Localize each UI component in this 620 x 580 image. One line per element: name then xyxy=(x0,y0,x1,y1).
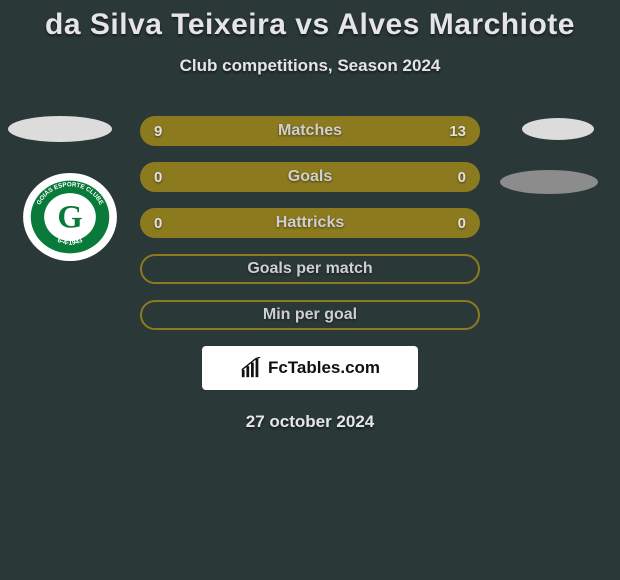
stat-bar: 0 Goals 0 xyxy=(140,162,480,192)
stat-bars: 9 Matches 13 0 Goals 0 0 Hattricks 0 Goals per ma… xyxy=(140,116,480,346)
stat-label: Matches xyxy=(278,122,342,140)
club-badge-letter: G xyxy=(57,200,82,236)
player-right-placeholder-2 xyxy=(500,170,598,194)
page-title: da Silva Teixeira vs Alves Marchiote xyxy=(0,0,620,42)
club-badge-goias: G GOIÁS ESPORTE CLUBE 6-4-1943 xyxy=(22,172,118,262)
player-right-placeholder-1 xyxy=(522,118,594,140)
stat-label: Hattricks xyxy=(276,214,344,232)
stat-bar: Goals per match xyxy=(140,254,480,284)
branding-badge: FcTables.com xyxy=(202,346,418,390)
stat-bar: 0 Hattricks 0 xyxy=(140,208,480,238)
stat-value-left: 0 xyxy=(154,215,162,232)
page-subtitle: Club competitions, Season 2024 xyxy=(0,56,620,76)
stat-value-left: 9 xyxy=(154,123,162,140)
player-left-placeholder xyxy=(8,116,112,142)
chart-icon xyxy=(240,357,262,379)
stat-bar: Min per goal xyxy=(140,300,480,330)
stat-label: Goals per match xyxy=(247,260,372,278)
stat-value-right: 13 xyxy=(449,123,466,140)
branding-text: FcTables.com xyxy=(268,358,380,378)
stat-label: Goals xyxy=(288,168,332,186)
stat-value-right: 0 xyxy=(458,215,466,232)
stat-value-right: 0 xyxy=(458,169,466,186)
snapshot-date: 27 october 2024 xyxy=(246,412,375,432)
stat-value-left: 0 xyxy=(154,169,162,186)
stat-bar: 9 Matches 13 xyxy=(140,116,480,146)
stat-label: Min per goal xyxy=(263,306,357,324)
